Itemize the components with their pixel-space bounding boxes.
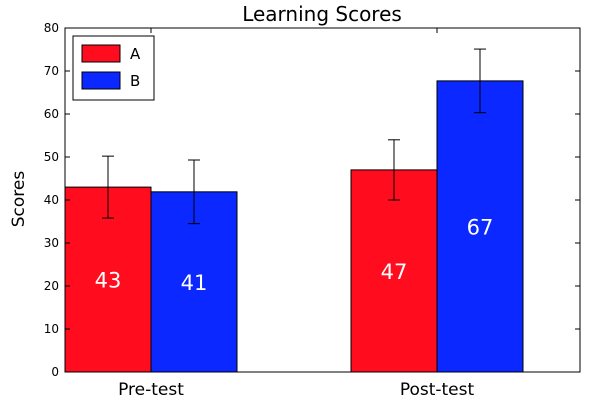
y-tick-label: 70 — [44, 64, 59, 78]
y-tick-label: 60 — [44, 107, 59, 121]
y-tick-label: 0 — [51, 365, 59, 379]
legend-label-B: B — [130, 72, 140, 90]
y-tick-label: 80 — [44, 21, 59, 35]
y-axis-label: Scores — [9, 171, 29, 228]
y-tick-label: 20 — [44, 279, 59, 293]
y-tick-label: 50 — [44, 150, 59, 164]
y-tick-label: 30 — [44, 236, 59, 250]
legend-swatch-B — [82, 72, 120, 89]
y-tick-label: 10 — [44, 322, 59, 336]
y-tick-label: 40 — [44, 193, 59, 207]
x-category-label: Post-test — [400, 380, 475, 400]
x-category-label: Pre-test — [118, 380, 184, 400]
bars-group — [65, 81, 523, 372]
data-label-A-post-test: 47 — [381, 260, 408, 284]
data-label-A-pre-test: 43 — [95, 269, 122, 293]
legend-swatch-A — [82, 45, 120, 62]
data-label-B-pre-test: 41 — [181, 271, 208, 295]
chart-title: Learning Scores — [242, 2, 402, 26]
legend-label-A: A — [130, 45, 141, 63]
legend: AB — [73, 36, 154, 100]
data-label-B-post-test: 67 — [467, 215, 494, 239]
